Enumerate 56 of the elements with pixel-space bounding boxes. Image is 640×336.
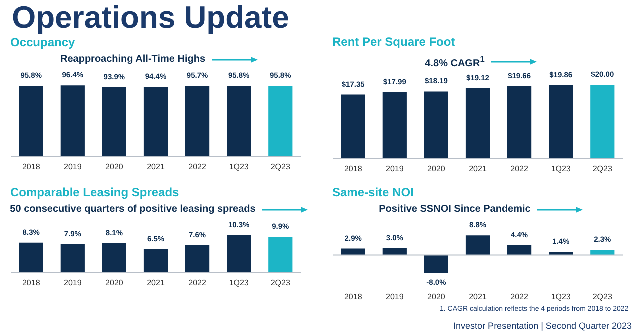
x-tick-label: 1Q23 bbox=[551, 164, 572, 174]
bar bbox=[268, 237, 293, 273]
bar bbox=[466, 236, 490, 256]
bar bbox=[227, 236, 252, 273]
text: Positive SSNOI Since Pandemic bbox=[379, 204, 531, 215]
x-tick-label: 2Q23 bbox=[270, 162, 291, 172]
x-tick-label: 2Q23 bbox=[270, 278, 291, 288]
bar bbox=[341, 94, 366, 159]
x-tick-label: 2018 bbox=[344, 292, 363, 302]
x-tick-label: 2019 bbox=[386, 292, 404, 302]
x-tick-label: 2Q23 bbox=[592, 292, 613, 302]
bar bbox=[466, 88, 490, 159]
bar bbox=[382, 248, 407, 256]
text: Reapproaching All-Time Highs bbox=[60, 54, 206, 65]
x-tick-label: 2018 bbox=[22, 278, 41, 288]
bar bbox=[424, 92, 448, 159]
x-tick-label: 1Q23 bbox=[551, 292, 572, 302]
x-tick-label: 1Q23 bbox=[229, 278, 250, 288]
text: Investor Presentation | Second Quarter 2023 bbox=[454, 321, 632, 331]
bar bbox=[102, 244, 126, 273]
bar bbox=[549, 86, 574, 159]
x-tick-label: 2022 bbox=[510, 292, 529, 302]
bar bbox=[19, 242, 44, 273]
bar bbox=[186, 245, 210, 273]
text: 4.8% CAGR$^{1}$ bbox=[425, 54, 485, 70]
chart-title: Occupancy bbox=[10, 36, 76, 50]
bar bbox=[60, 244, 85, 273]
x-tick-label: 2021 bbox=[469, 292, 488, 302]
chart-title: Same-site NOI bbox=[332, 186, 414, 200]
chart-title: Comparable Leasing Spreads bbox=[10, 186, 180, 200]
x-tick-label: 2020 bbox=[106, 278, 124, 288]
x-tick-label: 1Q23 bbox=[229, 162, 250, 172]
x-tick-label: 2021 bbox=[469, 164, 488, 174]
x-tick-label: 2019 bbox=[64, 278, 82, 288]
x-tick-label: 2022 bbox=[510, 164, 529, 174]
x-tick-label: 2020 bbox=[428, 292, 446, 302]
chart-title: Rent Per Square Foot bbox=[332, 35, 456, 49]
x-tick-label: 2022 bbox=[188, 278, 207, 288]
x-tick-label: 2020 bbox=[428, 164, 446, 174]
x-tick-label: 2Q23 bbox=[592, 164, 613, 174]
x-tick-label: 2018 bbox=[22, 162, 41, 172]
x-tick-label: 2018 bbox=[344, 164, 363, 174]
bar bbox=[508, 86, 532, 159]
x-tick-label: 2020 bbox=[106, 162, 124, 172]
x-tick-label: 2021 bbox=[147, 278, 166, 288]
bar bbox=[424, 255, 448, 273]
x-tick-label: 2019 bbox=[64, 162, 82, 172]
bar bbox=[144, 249, 168, 273]
bar bbox=[590, 85, 615, 159]
x-tick-label: 2021 bbox=[147, 162, 166, 172]
x-tick-label: 2022 bbox=[188, 162, 207, 172]
text: 50 consecutive quarters of positive leasing spreads bbox=[10, 204, 256, 215]
x-tick-label: 2019 bbox=[386, 164, 404, 174]
bar bbox=[508, 245, 532, 256]
bar bbox=[382, 92, 407, 159]
text: Operations Update bbox=[12, 0, 290, 36]
